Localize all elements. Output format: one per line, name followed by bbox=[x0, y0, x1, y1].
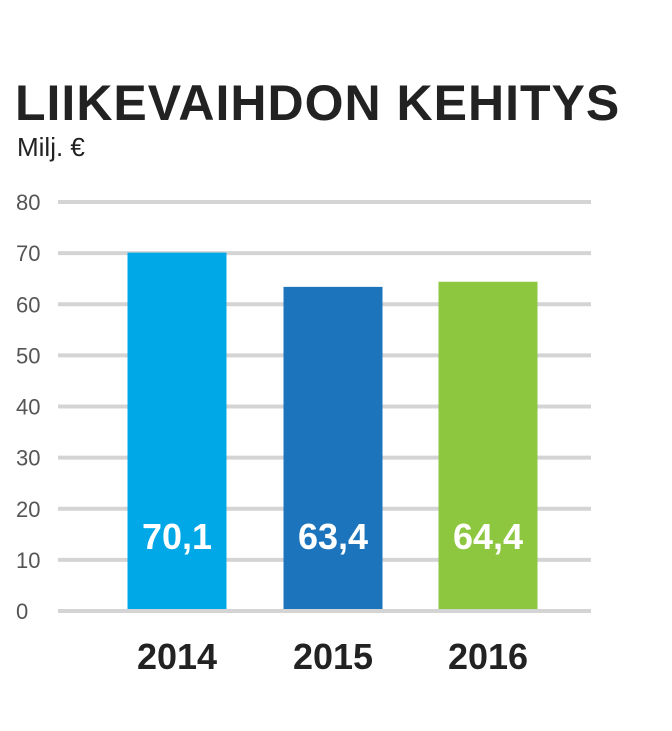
bar-2015 bbox=[283, 286, 383, 609]
y-tick-label: 30 bbox=[16, 446, 40, 471]
value-label-2015: 63,4 bbox=[298, 516, 368, 557]
y-axis-ticks: 0 10 20 30 40 50 60 70 80 bbox=[16, 190, 40, 624]
y-tick-label: 60 bbox=[16, 292, 40, 317]
value-label-2016: 64,4 bbox=[453, 516, 523, 557]
bar-2016 bbox=[438, 281, 538, 609]
bar-2014 bbox=[127, 252, 227, 609]
y-tick-label: 20 bbox=[16, 497, 40, 522]
chart-title: LIIKEVAIHDON KEHITYS bbox=[15, 75, 621, 131]
x-tick-label-2014: 2014 bbox=[137, 636, 217, 677]
x-tick-label-2016: 2016 bbox=[448, 636, 528, 677]
y-tick-label: 0 bbox=[16, 599, 28, 624]
x-axis-labels: 2014 2015 2016 bbox=[137, 636, 528, 677]
bars bbox=[127, 252, 538, 609]
x-tick-label-2015: 2015 bbox=[293, 636, 373, 677]
y-tick-label: 10 bbox=[16, 548, 40, 573]
y-tick-label: 70 bbox=[16, 241, 40, 266]
y-tick-label: 40 bbox=[16, 395, 40, 420]
y-tick-label: 80 bbox=[16, 190, 40, 215]
chart-subtitle: Milj. € bbox=[17, 132, 85, 162]
value-labels: 70,1 63,4 64,4 bbox=[142, 516, 523, 557]
value-label-2014: 70,1 bbox=[142, 516, 212, 557]
y-tick-label: 50 bbox=[16, 343, 40, 368]
